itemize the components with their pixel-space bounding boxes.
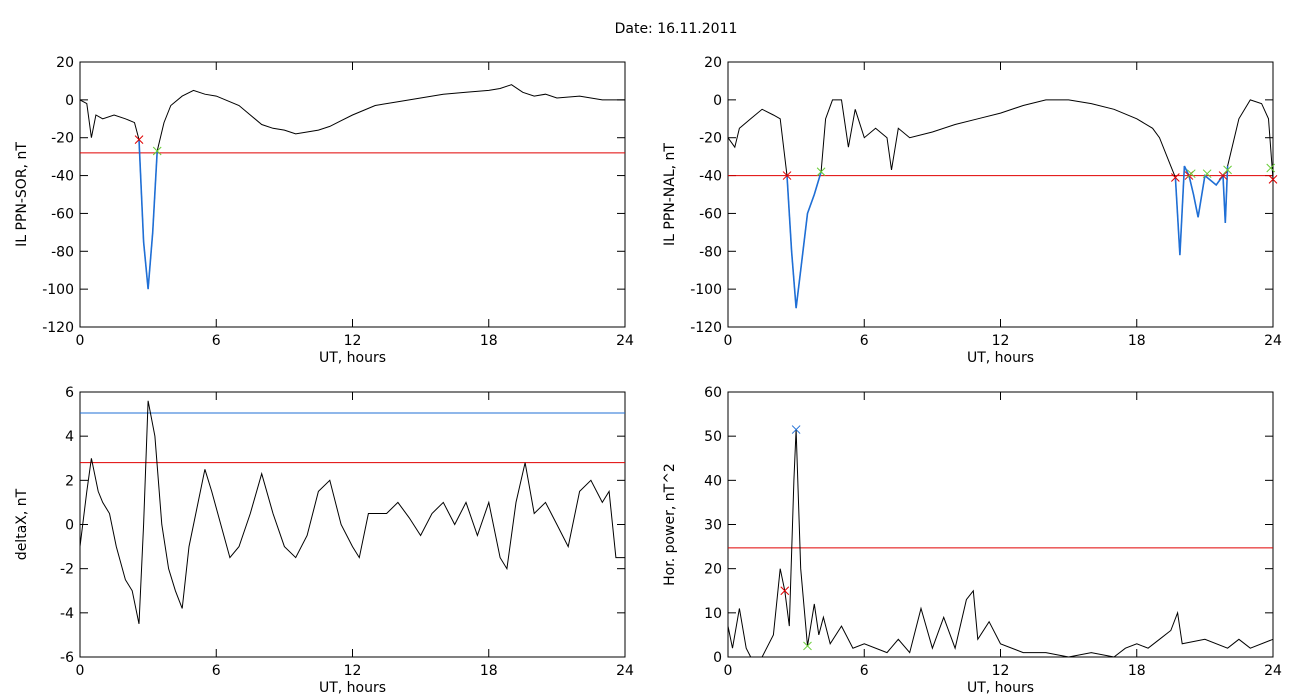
x-tick-label: 18: [1128, 333, 1146, 349]
x-tick-label: 6: [860, 333, 869, 349]
y-axis-label: IL PPN-NAL, nT: [662, 143, 678, 246]
y-tick-label: 30: [704, 518, 722, 534]
plot-frame: [79, 61, 626, 328]
y-tick-label: -80: [51, 244, 74, 260]
marker: [1186, 169, 1196, 179]
y-axis-label: IL PPN-SOR, nT: [14, 142, 30, 247]
y-tick-label: 20: [56, 55, 74, 71]
marker: [803, 641, 812, 651]
marker: [816, 167, 826, 177]
marker: [782, 171, 792, 180]
marker: [134, 135, 144, 144]
y-tick-label: -2: [60, 562, 74, 578]
y-tick-label: 10: [704, 606, 722, 622]
y-tick-label: -20: [51, 131, 74, 147]
data-line: [138, 139, 158, 290]
plot-frame: [727, 61, 1274, 328]
y-tick-label: -60: [51, 206, 74, 222]
x-tick-label: 6: [212, 333, 221, 349]
data-line: [79, 84, 625, 290]
marker: [1223, 165, 1232, 175]
x-tick-label: 0: [76, 663, 85, 679]
x-tick-label: 12: [344, 333, 362, 349]
x-tick-label: 18: [480, 663, 498, 679]
y-tick-label: 0: [713, 93, 722, 109]
x-tick-label: 12: [992, 333, 1010, 349]
y-tick-label: -20: [699, 131, 722, 147]
x-tick-label: 18: [1128, 663, 1146, 679]
y-tick-label: -100: [690, 282, 722, 298]
y-tick-label: 0: [713, 650, 722, 666]
x-tick-label: 24: [1264, 663, 1282, 679]
x-tick-label: 18: [480, 333, 498, 349]
x-tick-label: 0: [724, 663, 733, 679]
marker: [152, 146, 162, 156]
data-line: [786, 165, 1229, 309]
plot-frame: [727, 391, 1274, 658]
y-tick-label: -60: [699, 206, 722, 222]
y-axis-label: Hor. power, nT^2: [662, 463, 678, 586]
x-tick-label: 6: [860, 663, 869, 679]
x-axis-label: UT, hours: [319, 680, 386, 696]
y-tick-label: -6: [60, 650, 74, 666]
x-tick-label: 6: [212, 663, 221, 679]
y-tick-label: -40: [699, 169, 722, 185]
y-tick-label: -80: [699, 244, 722, 260]
x-tick-label: 24: [616, 333, 634, 349]
x-axis-label: UT, hours: [967, 350, 1034, 366]
y-tick-label: 2: [65, 473, 74, 489]
data-line: [727, 429, 1274, 658]
y-tick-label: 0: [65, 93, 74, 109]
y-tick-label: -100: [42, 282, 74, 298]
y-tick-label: 20: [704, 55, 722, 71]
x-tick-label: 12: [344, 663, 362, 679]
data-line: [727, 99, 1274, 309]
y-tick-label: 0: [65, 518, 74, 534]
marker: [791, 425, 801, 434]
x-tick-label: 24: [616, 663, 634, 679]
y-tick-label: -4: [60, 606, 74, 622]
marker: [1202, 169, 1212, 179]
marker: [1266, 163, 1276, 173]
x-tick-label: 0: [724, 333, 733, 349]
y-tick-label: 40: [704, 473, 722, 489]
marker: [1170, 173, 1180, 182]
y-tick-label: 4: [65, 429, 74, 445]
y-tick-label: 20: [704, 562, 722, 578]
marker: [1268, 175, 1278, 184]
y-tick-label: -40: [51, 169, 74, 185]
y-axis-label: deltaX, nT: [14, 488, 30, 560]
y-tick-label: 50: [704, 429, 722, 445]
x-tick-label: 0: [76, 333, 85, 349]
data-line: [79, 400, 625, 625]
marker: [780, 586, 790, 596]
y-tick-label: 60: [704, 385, 722, 401]
figure-title: Date: 16.11.2011: [615, 21, 738, 37]
marker: [1218, 171, 1228, 180]
x-tick-label: 12: [992, 663, 1010, 679]
x-axis-label: UT, hours: [319, 350, 386, 366]
x-tick-label: 24: [1264, 333, 1282, 349]
y-tick-label: -120: [42, 320, 74, 336]
x-axis-label: UT, hours: [967, 680, 1034, 696]
y-tick-label: -120: [690, 320, 722, 336]
y-tick-label: 6: [65, 385, 74, 401]
